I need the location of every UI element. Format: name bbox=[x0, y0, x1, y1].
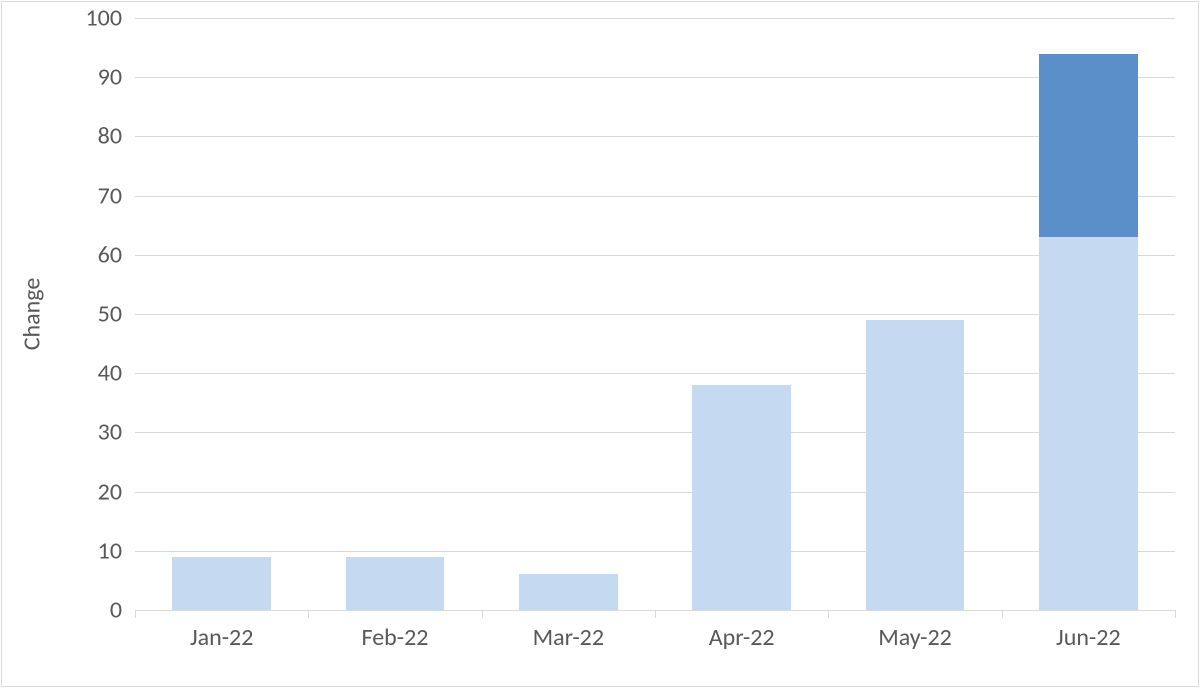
y-tick-label: 40 bbox=[42, 359, 122, 388]
x-tick-label: Mar-22 bbox=[533, 623, 604, 652]
gridline bbox=[135, 492, 1175, 493]
plot-area bbox=[135, 18, 1175, 610]
x-tick-mark bbox=[655, 610, 656, 618]
bar-series1 bbox=[172, 557, 271, 610]
y-tick-label: 30 bbox=[42, 418, 122, 447]
y-tick-label: 60 bbox=[42, 240, 122, 269]
x-tick-label: Jan-22 bbox=[190, 623, 253, 652]
y-tick-label: 100 bbox=[42, 4, 122, 33]
y-tick-label: 50 bbox=[42, 300, 122, 329]
bar-series1 bbox=[692, 385, 791, 610]
x-tick-mark bbox=[135, 610, 136, 618]
bar-series1 bbox=[346, 557, 445, 610]
y-tick-label: 70 bbox=[42, 181, 122, 210]
x-tick-mark bbox=[1002, 610, 1003, 618]
bar-series1 bbox=[519, 574, 618, 610]
gridline bbox=[135, 432, 1175, 433]
y-tick-label: 0 bbox=[42, 596, 122, 625]
x-tick-label: Feb-22 bbox=[362, 623, 429, 652]
y-tick-label: 80 bbox=[42, 122, 122, 151]
gridline bbox=[135, 196, 1175, 197]
x-tick-mark bbox=[828, 610, 829, 618]
x-tick-mark bbox=[308, 610, 309, 618]
bar-series1 bbox=[1039, 237, 1138, 610]
gridline bbox=[135, 77, 1175, 78]
x-tick-label: May-22 bbox=[878, 623, 952, 652]
bar-series2 bbox=[1039, 54, 1138, 238]
x-tick-label: Apr-22 bbox=[709, 623, 775, 652]
gridline bbox=[135, 314, 1175, 315]
gridline bbox=[135, 551, 1175, 552]
gridline bbox=[135, 136, 1175, 137]
x-tick-mark bbox=[482, 610, 483, 618]
chart-container: Change 0102030405060708090100 Jan-22Feb-… bbox=[0, 0, 1200, 688]
gridline bbox=[135, 18, 1175, 19]
x-tick-mark bbox=[1175, 610, 1176, 618]
gridline bbox=[135, 255, 1175, 256]
y-tick-label: 90 bbox=[42, 63, 122, 92]
gridline bbox=[135, 373, 1175, 374]
bar-series1 bbox=[866, 320, 965, 610]
y-tick-label: 20 bbox=[42, 477, 122, 506]
x-tick-label: Jun-22 bbox=[1056, 623, 1121, 652]
y-tick-label: 10 bbox=[42, 536, 122, 565]
